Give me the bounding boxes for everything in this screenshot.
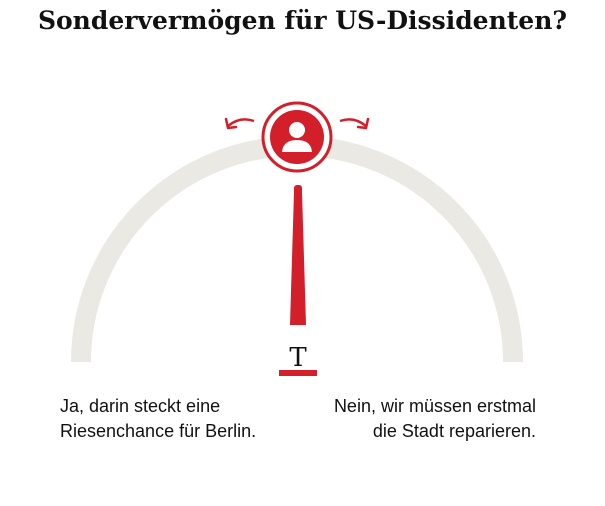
needle-base [279, 370, 317, 376]
gauge-handle[interactable] [261, 101, 333, 173]
user-icon [282, 122, 312, 152]
needle-label: T [289, 343, 307, 373]
page-title: Sondervermögen für US-Dissidenten? [37, 6, 568, 35]
gauge-needle[interactable] [290, 185, 306, 325]
arrow-left-icon [224, 117, 255, 130]
arrow-right-icon [339, 117, 370, 130]
answer-yes[interactable]: Ja, darin steckt eine Riesenchance für B… [60, 396, 257, 441]
answer-no[interactable]: Nein, wir müssen erstmal die Stadt repar… [333, 396, 536, 441]
